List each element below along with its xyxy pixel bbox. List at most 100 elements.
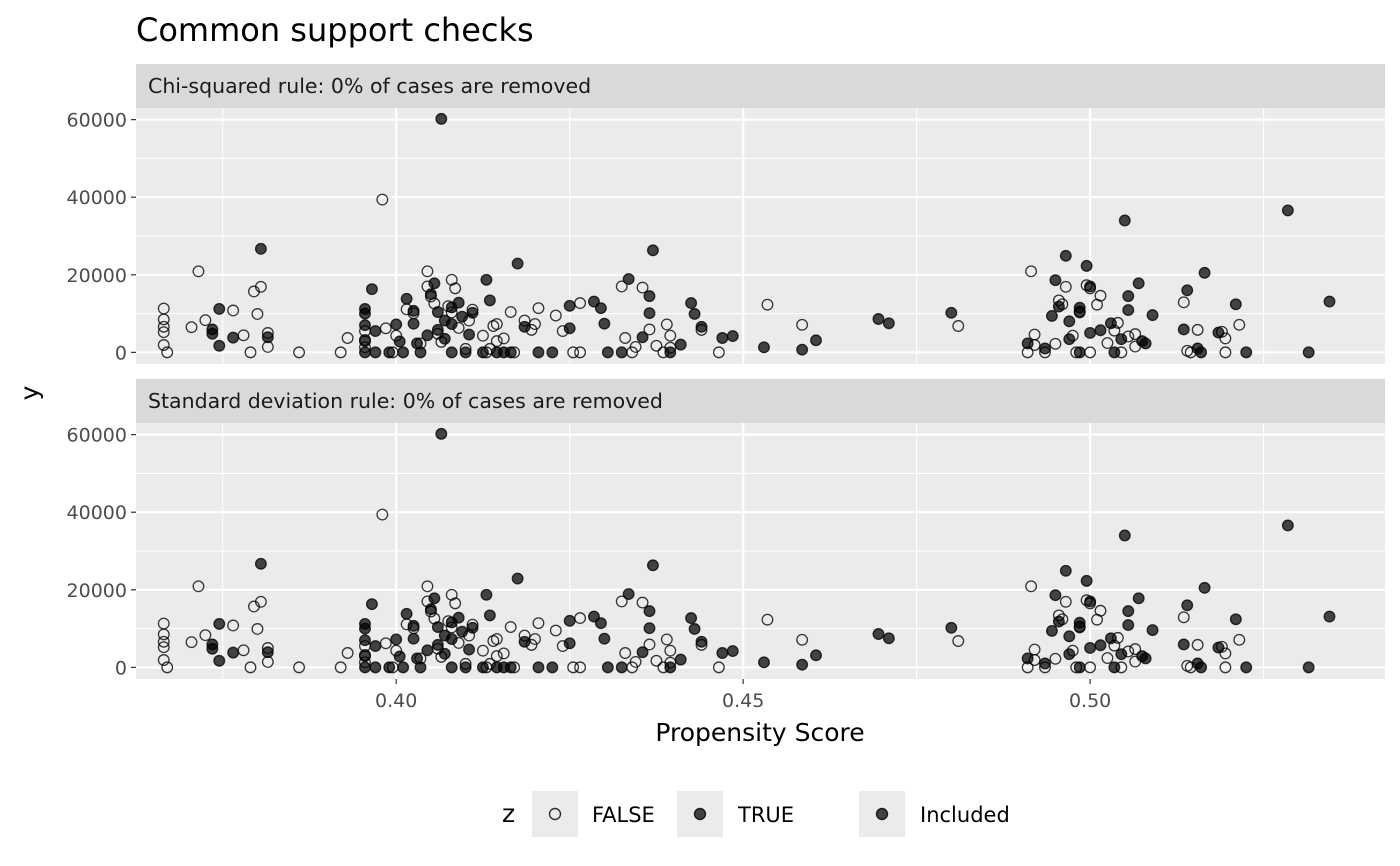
panel-points bbox=[157, 112, 1336, 359]
legend: z FALSE TRUE Included bbox=[502, 791, 1010, 837]
point-true bbox=[435, 427, 448, 440]
point-true bbox=[1115, 333, 1128, 346]
point-true bbox=[445, 318, 458, 330]
point-true bbox=[872, 313, 885, 325]
point-true bbox=[369, 346, 382, 359]
point-true bbox=[445, 661, 458, 674]
point-true bbox=[1198, 266, 1211, 279]
point-false bbox=[251, 623, 264, 635]
point-true bbox=[1039, 657, 1051, 670]
point-false bbox=[341, 332, 354, 344]
point-false bbox=[1129, 643, 1142, 656]
chart-title: Common support checks bbox=[136, 11, 534, 49]
y-tick-label: 20000 bbox=[67, 580, 127, 602]
point-true bbox=[518, 320, 531, 333]
point-true bbox=[1049, 274, 1062, 287]
point-true bbox=[466, 621, 479, 634]
point-true bbox=[688, 308, 701, 320]
point-true bbox=[594, 617, 607, 630]
point-true bbox=[1302, 346, 1315, 359]
legend-key-false-point bbox=[548, 807, 562, 821]
point-false bbox=[1219, 346, 1232, 359]
point-true bbox=[758, 341, 770, 354]
point-true bbox=[369, 325, 382, 337]
point-true bbox=[227, 331, 240, 344]
point-true bbox=[1146, 309, 1159, 322]
point-true bbox=[518, 635, 531, 648]
legend-label-included: Included bbox=[920, 803, 1010, 827]
legend-key-included-point bbox=[875, 807, 889, 821]
point-false bbox=[1177, 611, 1190, 624]
point-true bbox=[369, 640, 382, 652]
point-false bbox=[157, 654, 170, 666]
point-false bbox=[157, 320, 170, 333]
point-false bbox=[1059, 595, 1072, 608]
legend-key-background bbox=[532, 791, 578, 837]
point-true bbox=[796, 658, 809, 671]
point-true bbox=[206, 327, 219, 340]
point-false bbox=[567, 346, 580, 359]
point-false bbox=[532, 302, 545, 315]
y-tick-label: 40000 bbox=[67, 502, 127, 524]
point-true bbox=[716, 332, 729, 344]
point-true bbox=[1063, 333, 1076, 346]
point-true bbox=[421, 329, 434, 342]
point-false bbox=[1233, 633, 1246, 646]
point-true bbox=[365, 598, 378, 611]
point-true bbox=[383, 661, 396, 674]
point-true bbox=[1122, 290, 1135, 303]
point-true bbox=[674, 653, 687, 666]
point-false bbox=[334, 661, 347, 674]
point-true bbox=[563, 299, 576, 312]
point-true bbox=[254, 242, 267, 255]
point-true bbox=[459, 346, 472, 359]
point-false bbox=[497, 332, 510, 345]
point-false bbox=[1101, 337, 1114, 350]
point-false bbox=[157, 635, 170, 648]
point-true bbox=[622, 273, 635, 286]
point-true bbox=[546, 346, 559, 359]
point-true bbox=[1084, 595, 1097, 608]
facet-panel-chi-squared: Chi-squared rule: 0% of cases are remove… bbox=[136, 64, 1385, 364]
point-false bbox=[449, 282, 462, 295]
point-true bbox=[1122, 605, 1135, 618]
point-true bbox=[643, 622, 656, 635]
point-true bbox=[452, 296, 465, 309]
point-true bbox=[452, 611, 465, 624]
point-true bbox=[1094, 324, 1107, 337]
point-true bbox=[213, 302, 226, 315]
point-true bbox=[636, 646, 649, 659]
x-axis: 0.40 0.45 0.50 bbox=[375, 679, 1111, 712]
point-true bbox=[685, 297, 698, 310]
x-axis-title: Propensity Score bbox=[655, 718, 864, 747]
point-true bbox=[1073, 301, 1086, 314]
point-true bbox=[459, 661, 472, 674]
point-true bbox=[359, 319, 371, 332]
point-true bbox=[213, 654, 226, 667]
point-true bbox=[636, 331, 649, 344]
point-true bbox=[424, 603, 437, 616]
point-false bbox=[643, 323, 656, 336]
point-true bbox=[421, 644, 434, 657]
point-true bbox=[1073, 661, 1086, 674]
point-true bbox=[480, 588, 493, 601]
point-true bbox=[261, 646, 274, 659]
point-true bbox=[407, 632, 420, 645]
point-false bbox=[712, 346, 725, 359]
point-true bbox=[407, 304, 420, 317]
point-false bbox=[636, 281, 649, 294]
point-false bbox=[1191, 323, 1204, 336]
point-true bbox=[438, 647, 451, 660]
point-true bbox=[758, 656, 770, 669]
point-true bbox=[1084, 327, 1097, 339]
point-true bbox=[1094, 639, 1107, 652]
point-true bbox=[383, 346, 396, 359]
point-false bbox=[161, 661, 174, 674]
point-false bbox=[192, 580, 205, 593]
point-false bbox=[567, 661, 580, 674]
point-false bbox=[629, 655, 642, 668]
y-tick-label: 0 bbox=[115, 657, 127, 679]
point-true bbox=[598, 317, 611, 330]
point-false bbox=[664, 329, 677, 342]
point-true bbox=[1080, 259, 1093, 272]
